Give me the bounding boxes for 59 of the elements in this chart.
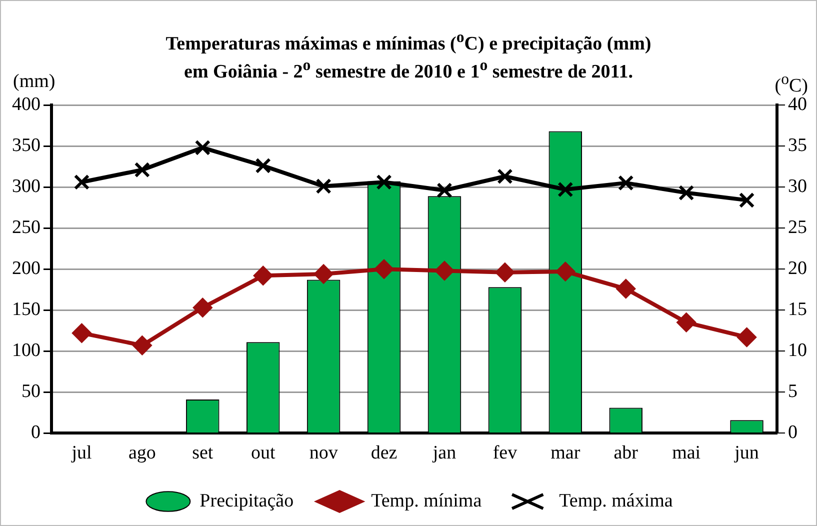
x-tick-label: out xyxy=(250,442,276,464)
point xyxy=(618,175,634,191)
x-tick-label: mar xyxy=(550,442,581,464)
chart-title: Temperaturas máximas e mínimas ($^{o}$C) e precipitação (mm) em Goiânia - 2$^{o}$ semestre de 2010 e 1$^{o}$ semestre de 2011. xyxy=(166,29,652,83)
point xyxy=(616,279,636,298)
y2-tick-label: 0 xyxy=(788,422,798,444)
point xyxy=(254,266,273,286)
x-tick-label: dez xyxy=(370,442,398,464)
x-tick-label: jun xyxy=(734,442,760,464)
y2-tick-label: 20 xyxy=(788,258,807,280)
y-axis-title: (mm) xyxy=(13,71,56,93)
point xyxy=(495,262,514,282)
point xyxy=(497,168,513,184)
point xyxy=(436,182,452,198)
y-tick-label: 50 xyxy=(22,381,40,402)
point xyxy=(74,174,90,190)
legend-label: Temp. mínima xyxy=(371,490,482,512)
point xyxy=(134,162,150,178)
point xyxy=(556,262,575,282)
y2-tick-label: 10 xyxy=(788,340,807,362)
point xyxy=(737,328,756,347)
y-tick-label: 150 xyxy=(12,299,40,320)
y-tick-label: 350 xyxy=(12,135,40,156)
y-tick-label: 0 xyxy=(31,422,40,444)
y2-tick-label: 5 xyxy=(788,381,798,402)
y-tick-label: 300 xyxy=(12,176,40,198)
y-tick-label: 200 xyxy=(12,258,40,280)
point xyxy=(676,312,696,332)
point xyxy=(194,140,211,156)
point xyxy=(434,261,454,280)
x-tick-label: set xyxy=(192,442,214,464)
y2-tick-label: 25 xyxy=(788,217,807,238)
point xyxy=(193,298,212,318)
x-tick-label: ago xyxy=(128,442,156,464)
y2-tick-label: 15 xyxy=(788,299,807,320)
x-tick-label: nov xyxy=(309,442,338,464)
point xyxy=(374,260,394,279)
y-tick-label: 400 xyxy=(12,94,40,115)
point xyxy=(72,324,92,343)
point xyxy=(558,182,574,198)
point xyxy=(376,174,392,190)
y2-axis-title: ($^{o}$C) xyxy=(774,71,808,97)
y-tick-label: 100 xyxy=(12,340,40,362)
point xyxy=(314,264,334,284)
point xyxy=(738,192,755,208)
point xyxy=(255,158,271,174)
point xyxy=(316,178,332,194)
x-tick-label: mai xyxy=(672,442,701,464)
x-tick-label: abr xyxy=(614,442,639,464)
x-tick-label: jan xyxy=(432,442,457,464)
y2-tick-label: 35 xyxy=(788,135,807,156)
point xyxy=(678,184,694,201)
legend-label: Precipitação xyxy=(200,490,294,512)
y2-tick-label: 30 xyxy=(788,176,807,198)
x-tick-label: jul xyxy=(70,442,92,464)
legend-label: Temp. máxima xyxy=(559,490,674,512)
point xyxy=(132,336,152,355)
x-tick-label: fev xyxy=(492,442,518,464)
y-tick-label: 250 xyxy=(12,217,40,238)
